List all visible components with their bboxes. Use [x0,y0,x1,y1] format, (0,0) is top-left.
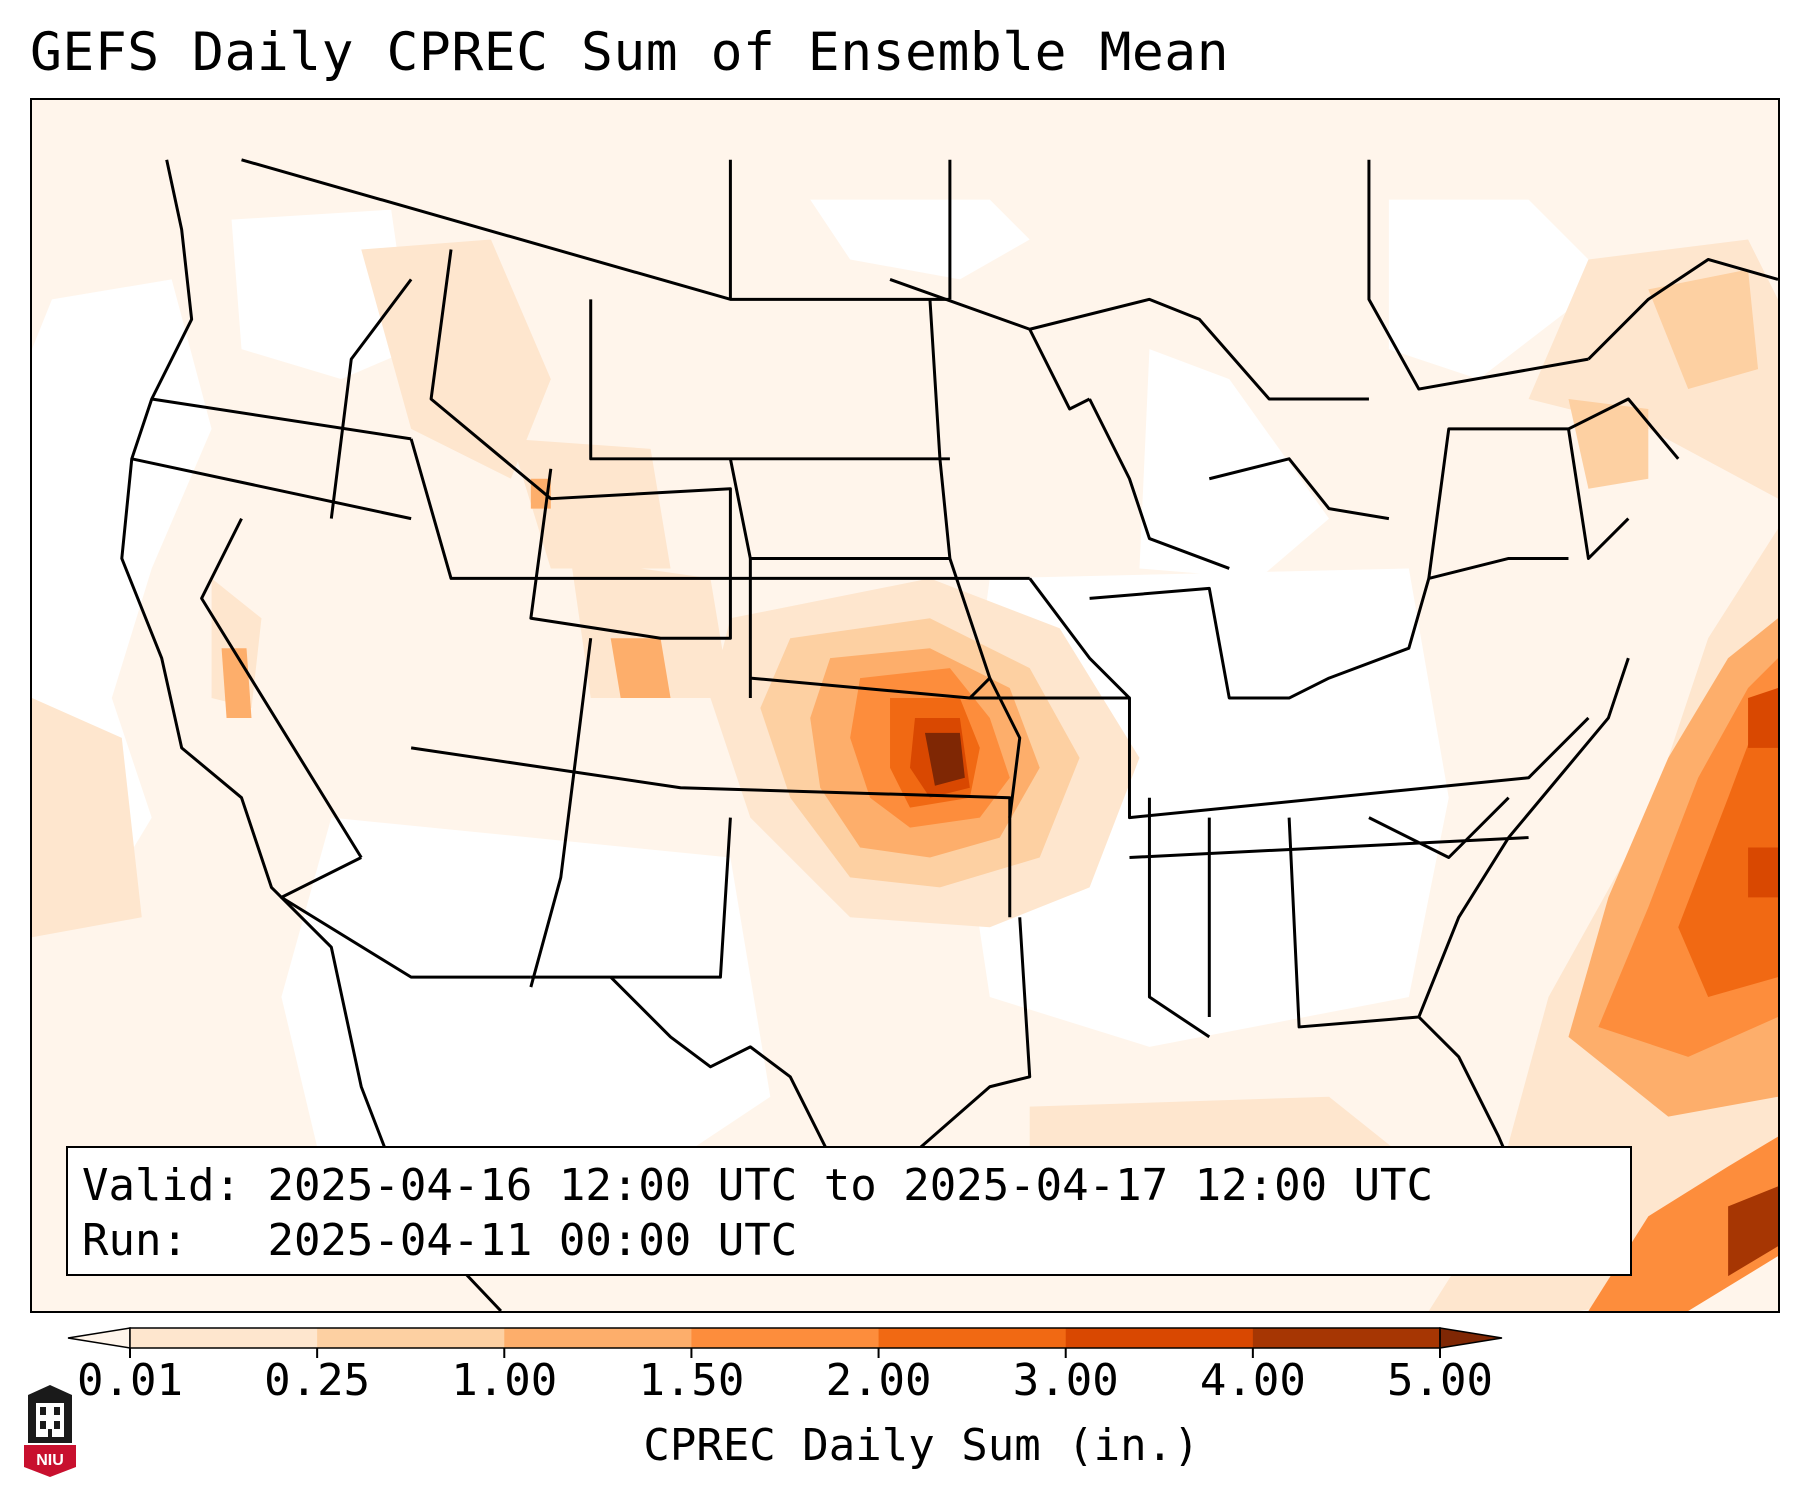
colorbar-tick-label: 5.00 [1387,1355,1493,1406]
colorbar-label: CPREC Daily Sum (in.) [643,1420,1200,1471]
colorbar-tick-label: 0.25 [264,1355,371,1406]
colorbar-tick-label: 1.00 [451,1355,558,1406]
colorbar-outline [129,1327,1441,1349]
run-time: 2025-04-11 00:00 UTC [267,1215,798,1266]
precipitation-shading [32,100,1778,1311]
colorbar-segment [878,1328,1067,1348]
colorbar-extend-high [1439,1327,1503,1349]
colorbar-ticks [129,1348,1441,1358]
colorbar-tick-label: 3.00 [1012,1355,1119,1406]
run-label: Run: [82,1215,188,1266]
colorbar-extend-low [67,1327,131,1349]
map-canvas [32,100,1778,1311]
colorbar [67,1327,1503,1358]
colorbar-tick-labels: 0.01 0.25 1.00 1.50 2.00 3.00 4.00 5.00 [0,1355,1803,1415]
valid-row: Valid: 2025-04-16 12:00 UTC to 2025-04-1… [82,1158,1616,1213]
map-title: GEFS Daily CPREC Sum of Ensemble Mean [30,22,1230,83]
run-row: Run: 2025-04-11 00:00 UTC [82,1213,1616,1268]
colorbar-segment [130,1328,318,1348]
colorbar-tick-label: 0.01 [77,1355,183,1406]
svg-text:NIU: NIU [36,1452,64,1469]
colorbar-segments [67,1327,1503,1349]
valid-time-range: 2025-04-16 12:00 UTC to 2025-04-17 12:00… [267,1160,1434,1211]
colorbar-segment [1252,1328,1441,1348]
valid-run-info-box: Valid: 2025-04-16 12:00 UTC to 2025-04-1… [66,1146,1632,1276]
colorbar-segment [317,1328,505,1348]
colorbar-segment [504,1328,692,1348]
colorbar-segment [691,1328,880,1348]
valid-label: Valid: [82,1160,241,1211]
colorbar-tick-label: 1.50 [638,1355,745,1406]
colorbar-tick-label: 2.00 [825,1355,932,1406]
colorbar-segment [1065,1328,1254,1348]
niu-logo: NIU [24,1385,76,1477]
colorbar-tick-label: 4.00 [1199,1355,1306,1406]
state-borders [120,158,1778,1311]
precipitation-map [30,98,1780,1313]
